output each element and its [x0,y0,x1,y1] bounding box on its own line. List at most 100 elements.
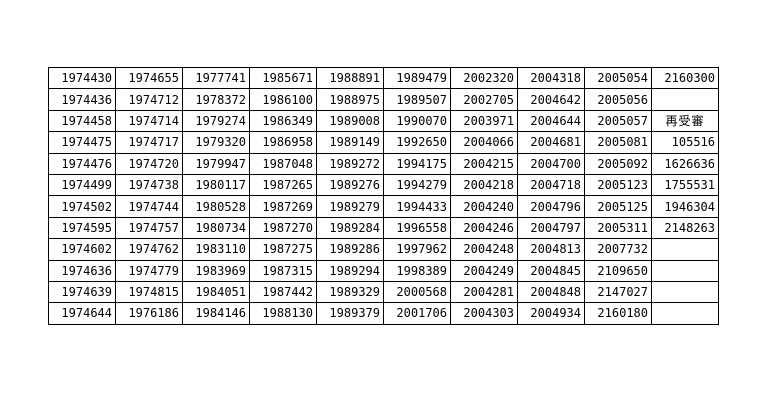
table-cell: 1987048 [249,152,317,175]
table-cell: 1984051 [182,280,250,304]
table-cell: 1986349 [249,109,317,133]
table-cell: 再受審 [651,109,719,133]
table-cell: 1992650 [383,131,451,154]
table-cell: 1974744 [115,195,183,218]
table-cell: 2001706 [383,302,451,325]
table-cell: 1994279 [383,173,451,197]
table-cell: 1980734 [182,216,250,240]
table-row: 1974595 1974757 1980734 1987270 1989284 19965… [48,216,719,240]
table-cell: 1974458 [48,109,116,133]
table-cell: 1989286 [316,238,384,261]
table-row: 1974475 1974717 1979320 1986958 1989149 19926… [48,131,719,154]
table-cell: 1974815 [115,280,183,304]
table-cell: 1974757 [115,216,183,240]
table-cell: 2004642 [517,88,585,111]
table-cell [651,302,719,325]
table-cell [651,88,719,111]
table-cell: 1974595 [48,216,116,240]
table-cell: 2004215 [450,152,518,175]
table-cell: 1974738 [115,173,183,197]
table-cell: 2005311 [584,216,652,240]
table-cell: 2002705 [450,88,518,111]
table-cell: 2109650 [584,259,652,282]
table-cell: 2004813 [517,238,585,261]
table-cell: 1626636 [651,152,719,175]
table-cell: 2005125 [584,195,652,218]
table-cell: 2148263 [651,216,719,240]
table-cell: 1988891 [316,66,384,90]
table-row: 1974602 1974762 1983110 1987275 1989286 19979… [48,238,719,261]
table-cell: 2005057 [584,109,652,133]
table-row: 1974458 1974714 1979274 1986349 1989008 19900… [48,109,719,133]
table-cell: 1974430 [48,66,116,90]
table-body: 1974430 1974655 1977741 1985671 1988891 19894… [48,66,719,325]
table-cell: 2004845 [517,259,585,282]
table-cell: 1983969 [182,259,250,282]
table-row: 1974502 1974744 1980528 1987269 1989279 19944… [48,195,719,218]
table-row: 1974636 1974779 1983969 1987315 1989294 19983… [48,259,719,282]
table-cell: 2147027 [584,280,652,304]
table-cell: 1974475 [48,131,116,154]
table-cell: 1997962 [383,238,451,261]
table-cell: 1979947 [182,152,250,175]
table-cell: 1977741 [182,66,250,90]
table-cell: 2004934 [517,302,585,325]
table-cell: 1989507 [383,88,451,111]
table-cell: 1946304 [651,195,719,218]
table-cell: 2004644 [517,109,585,133]
table-cell: 1988130 [249,302,317,325]
table-cell: 1974639 [48,280,116,304]
table-cell: 1989149 [316,131,384,154]
table-cell: 2004066 [450,131,518,154]
table-cell: 2004240 [450,195,518,218]
table-cell: 1998389 [383,259,451,282]
table-cell: 1974779 [115,259,183,282]
table-cell: 1984146 [182,302,250,325]
table-cell: 2004848 [517,280,585,304]
table-cell: 2160180 [584,302,652,325]
table-cell: 1755531 [651,173,719,197]
table-cell: 1974720 [115,152,183,175]
table-cell: 1980528 [182,195,250,218]
table-cell: 2004303 [450,302,518,325]
table-cell: 2004318 [517,66,585,90]
table-cell: 1974476 [48,152,116,175]
table-cell [651,280,719,304]
table-cell [651,259,719,282]
table-cell: 2160300 [651,66,719,90]
table-row: 1974476 1974720 1979947 1987048 1989272 19941… [48,152,719,175]
table-cell: 1974502 [48,195,116,218]
table-row: 1974430 1974655 1977741 1985671 1988891 19894… [48,66,719,90]
table-cell: 2003971 [450,109,518,133]
table-cell: 1978372 [182,88,250,111]
table-cell: 2005056 [584,88,652,111]
table-cell: 2004797 [517,216,585,240]
table-row: 1974639 1974815 1984051 1987442 1989329 20005… [48,280,719,304]
table-cell: 1974499 [48,173,116,197]
table-cell: 1974655 [115,66,183,90]
number-table: 1974430 1974655 1977741 1985671 1988891 19894… [48,66,719,325]
table-cell: 1980117 [182,173,250,197]
table-cell: 2004248 [450,238,518,261]
table-cell: 1987270 [249,216,317,240]
table-cell: 2000568 [383,280,451,304]
table-cell: 1989008 [316,109,384,133]
table-cell: 1987275 [249,238,317,261]
table-cell: 1990070 [383,109,451,133]
table-cell: 1987315 [249,259,317,282]
table-cell: 1974714 [115,109,183,133]
table-cell: 1996558 [383,216,451,240]
table-cell: 2002320 [450,66,518,90]
table-cell: 1976186 [115,302,183,325]
table-cell: 2004218 [450,173,518,197]
table-cell: 1986958 [249,131,317,154]
table-cell: 2005054 [584,66,652,90]
table-cell: 1989284 [316,216,384,240]
table-cell: 1987265 [249,173,317,197]
table-cell: 1983110 [182,238,250,261]
table-cell: 1987269 [249,195,317,218]
table-cell: 2004700 [517,152,585,175]
table-cell: 2004718 [517,173,585,197]
table-cell: 1987442 [249,280,317,304]
